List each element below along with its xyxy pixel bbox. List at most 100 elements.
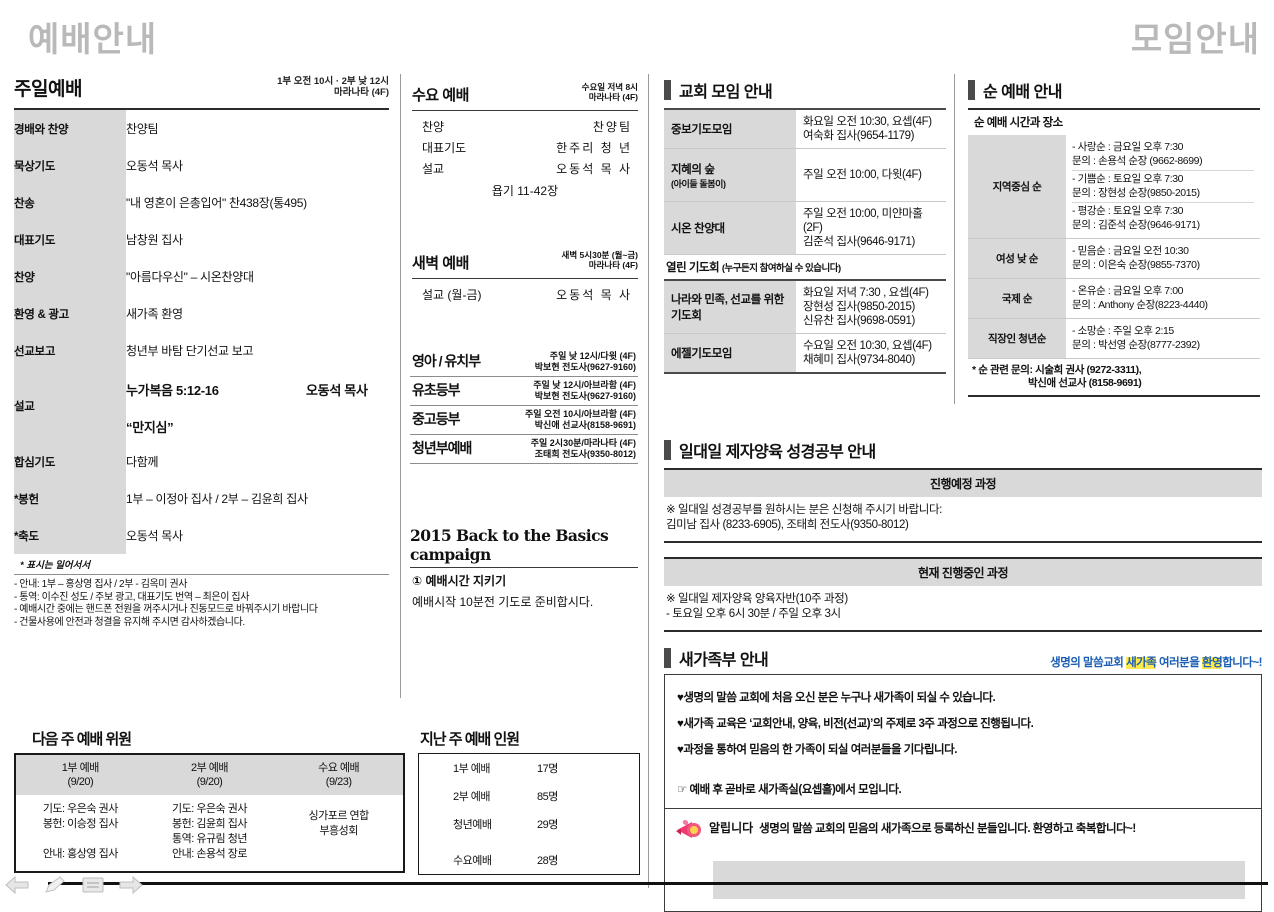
campaign-section: 2015 Back to the Basics campaign ① 예배시간 … [410, 526, 638, 610]
dept-rule [410, 376, 638, 377]
new-family-section: 새가족부 안내 생명의 말씀교회 새가족 여러분을 환영합니다~! ♥생명의 말… [664, 646, 1262, 912]
open-prayer-note: 열린 기도회 (누구든지 참여하실 수 있습니다) [666, 262, 841, 274]
soon-entry: - 평강순 : 토요일 오후 7:30 문의 : 김준석 순장(9646-917… [1072, 202, 1254, 234]
new-family-names-placeholder [713, 861, 1245, 899]
bs-rule-1 [664, 468, 1262, 470]
duty-cell: 기도: 우은숙 권사 봉헌: 김윤희 집사 통역: 유규림 청년 안내: 손용석… [171, 803, 248, 860]
order-label: 경배와 찬양 [14, 110, 126, 147]
wednesday-service-section: 수요 예배 수요일 저녁 8시 마라나타 (4F) 찬양 찬양팀 대표기도 한주… [412, 82, 638, 202]
attendance-name: 수요예배 [453, 855, 492, 867]
heart-icon: ♥ [677, 718, 684, 730]
sunday-footnotes: - 안내: 1부 – 홍상영 집사 / 2부 - 김옥미 권사 - 통역: 이수… [14, 579, 389, 629]
campaign-title: 2015 Back to the Basics campaign [410, 526, 609, 564]
soon-group-name: 여성 낮 순 [968, 238, 1066, 279]
footnote: - 건물사용에 안전과 청결을 유지해 주시면 감사하겠습니다. [14, 616, 245, 628]
bs-rule-4 [664, 630, 1262, 632]
sermon-line: 누가복음 5:12-16 오동석 목사 [126, 380, 389, 399]
table-row: 경배와 찬양 찬양팀 [14, 110, 389, 147]
new-family-slogan: 생명의 말씀교회 새가족 여러분을 환영합니다~! [1050, 657, 1262, 669]
row-label: 설교 [422, 162, 445, 176]
page-title-left: 예배안내 [28, 21, 158, 59]
soon-group-entries: - 소망순 : 주일 오후 2:15 문의 : 박선영 순장(8777-2392… [1066, 318, 1260, 359]
attendance-title: 지난 주 예배 인원 [420, 731, 520, 748]
department-info: 주일 2시30분/마라나타 (4F) 조태희 전도사(9350-8012) [530, 438, 636, 459]
order-value: "내 영혼이 은총입어" 찬438장(통495) [126, 196, 307, 210]
order-value: 찬양팀 [126, 122, 159, 136]
dawn-row: 설교 (월-금) 오동석 목 사 [412, 284, 638, 305]
order-label: *봉헌 [14, 480, 126, 517]
order-value: "아름다우신" – 시온찬양대 [126, 270, 254, 284]
dept-rule [410, 434, 638, 435]
table-row: 환영 & 광고 새가족 환영 [14, 295, 389, 332]
table-row-sermon: 설교 누가복음 5:12-16 오동석 목사 “만지심” [14, 369, 389, 443]
bible-study-section: 일대일 제자양육 성경공부 안내 진행예정 과정 ※ 일대일 성경공부를 원하시… [664, 438, 1262, 632]
campaign-item: ① 예배시간 지키기 [412, 574, 507, 588]
meeting-info: 주일 오전 10:00, 다윗(4F) [796, 148, 946, 202]
meeting-info: 화요일 오전 10:30, 요셉(4F) 여숙화 집사(9654-1179) [796, 108, 946, 149]
dawn-meta: 새벽 5시30분 (월~금) 마라나타 (4F) [561, 250, 638, 270]
department-info: 주일 오전 10시/아브라함 (4F) 박신애 선교사(8158-9691) [524, 409, 636, 430]
order-label: 찬양 [14, 258, 126, 295]
footnote: - 안내: 1부 – 홍상영 집사 / 2부 - 김옥미 권사 [14, 579, 188, 590]
sunday-service-meta: 1부 오전 10시 · 2부 낮 12시 마라나타 (4F) [277, 76, 389, 98]
department-info: 주일 낮 12시/다윗 (4F) 박보현 전도사(9627-9160) [534, 351, 636, 372]
order-label: 대표기도 [14, 221, 126, 258]
meeting-name: 지혜의 숲 (아이들 돌봄이) [664, 148, 796, 202]
new-family-item: ♥과정을 통하여 믿음의 한 가족이 되실 여러분들을 기다립니다. [677, 744, 957, 756]
table-row: 청년예배 29명 [419, 810, 640, 838]
back-arrow-icon[interactable] [4, 875, 30, 895]
pen-icon[interactable] [42, 875, 68, 895]
table-row: 지혜의 숲 (아이들 돌봄이) 주일 오전 10:00, 다윗(4F) [664, 148, 946, 202]
table-row: 직장인 청년순 - 소망순 : 주일 오후 2:15 문의 : 박선영 순장(8… [968, 318, 1260, 359]
soon-group-name: 국제 순 [968, 278, 1066, 319]
church-meetings-section: 교회 모임 안내 중보기도모임 화요일 오전 10:30, 요셉(4F) 여숙화… [664, 78, 946, 374]
section-title: 교회 모임 안내 [679, 84, 773, 101]
row-value: 오동석 목 사 [556, 288, 632, 302]
attendance-count: 29명 [537, 819, 558, 831]
duty-col-header: 수요 예배 (9/23) [274, 754, 404, 795]
department-name: 중고등부 [412, 411, 461, 427]
soon-group-name: 직장인 청년순 [968, 318, 1066, 359]
table-header-row: 1부 예배 (9/20) 2부 예배 (9/20) 수요 예배 (9/23) [15, 754, 404, 795]
page-icon[interactable] [80, 875, 106, 895]
table-row: 합심기도 다함께 [14, 443, 389, 480]
megaphone-icon [673, 817, 703, 843]
new-family-item: ♥생명의 말씀 교회에 처음 오신 분은 누구나 새가족이 되실 수 있습니다. [677, 692, 996, 704]
row-label: 대표기도 [422, 141, 467, 155]
sermon-topic: “만지심” [126, 420, 174, 435]
soon-bottom-rule [968, 395, 1260, 397]
order-label-sermon: 설교 [14, 369, 126, 443]
duty-cell: 싱가포르 연합 부흥성회 [308, 810, 370, 837]
row-label: 설교 (월-금) [422, 288, 482, 302]
soon-subtitle: 순 예배 시간과 장소 [974, 117, 1063, 129]
forward-arrow-icon[interactable] [118, 875, 144, 895]
order-value: 1부 – 이정아 집사 / 2부 – 김윤희 집사 [126, 492, 308, 506]
church-meetings-table: 중보기도모임 화요일 오전 10:30, 요셉(4F) 여숙화 집사(9654-… [664, 108, 946, 255]
section-title: 새가족부 안내 [679, 652, 769, 669]
soon-worship-header: 순 예배 안내 [968, 78, 1260, 102]
dawn-service-section: 새벽 예배 새벽 5시30분 (월~금) 마라나타 (4F) 설교 (월-금) … [412, 250, 638, 305]
soon-entry: - 소망순 : 주일 오후 2:15 문의 : 박선영 순장(8777-2392… [1072, 325, 1200, 351]
bible-study-header: 일대일 제자양육 성경공부 안내 [664, 438, 1262, 462]
new-family-body: ♥생명의 말씀 교회에 처음 오신 분은 누구나 새가족이 되실 수 있습니다.… [665, 675, 1261, 808]
meeting-name: 에젤기도모임 [664, 333, 796, 374]
table-row: *봉헌 1부 – 이정아 집사 / 2부 – 김윤희 집사 [14, 480, 389, 517]
table-row: 2부 예배 85명 [419, 782, 640, 810]
standing-note: * 표시는 일어서서 [20, 560, 91, 571]
sunday-order-table: 경배와 찬양 찬양팀 묵상기도 오동석 목사 찬송 "내 영혼이 은총입어" 찬… [14, 110, 389, 554]
bs-rule-2 [664, 541, 1262, 543]
soon-table: 지역중심 순 - 사랑순 : 금요일 오후 7:30 문의 : 손용석 순장 (… [968, 135, 1260, 359]
order-label: 합심기도 [14, 443, 126, 480]
page-title-right: 모임안내 [1130, 21, 1260, 59]
attendance-table: 1부 예배 17명 2부 예배 85명 청년예배 29명 수요예배 28명 [418, 753, 640, 875]
row-label: 찬양 [422, 120, 445, 134]
order-label: 선교보고 [14, 332, 126, 369]
wednesday-title: 수요 예배 [412, 87, 469, 104]
footnote: - 예배시간 중에는 핸드폰 전원을 꺼주시거나 진동모드로 바꿔주시기 바랍니… [14, 604, 318, 616]
footnote: - 통역: 이수진 성도 / 주보 광고, 대표기도 번역 – 최은이 집사 [14, 591, 249, 603]
section-title: 일대일 제자양육 성경공부 안내 [679, 444, 876, 461]
section-accent-bar [664, 80, 671, 100]
order-label: *축도 [14, 517, 126, 554]
departments-section: 영아 / 유치부 주일 낮 12시/다윗 (4F) 박보현 전도사(9627-9… [410, 348, 638, 464]
department-item: 청년부예배 주일 2시30분/마라나타 (4F) 조태희 전도사(9350-80… [410, 435, 638, 463]
